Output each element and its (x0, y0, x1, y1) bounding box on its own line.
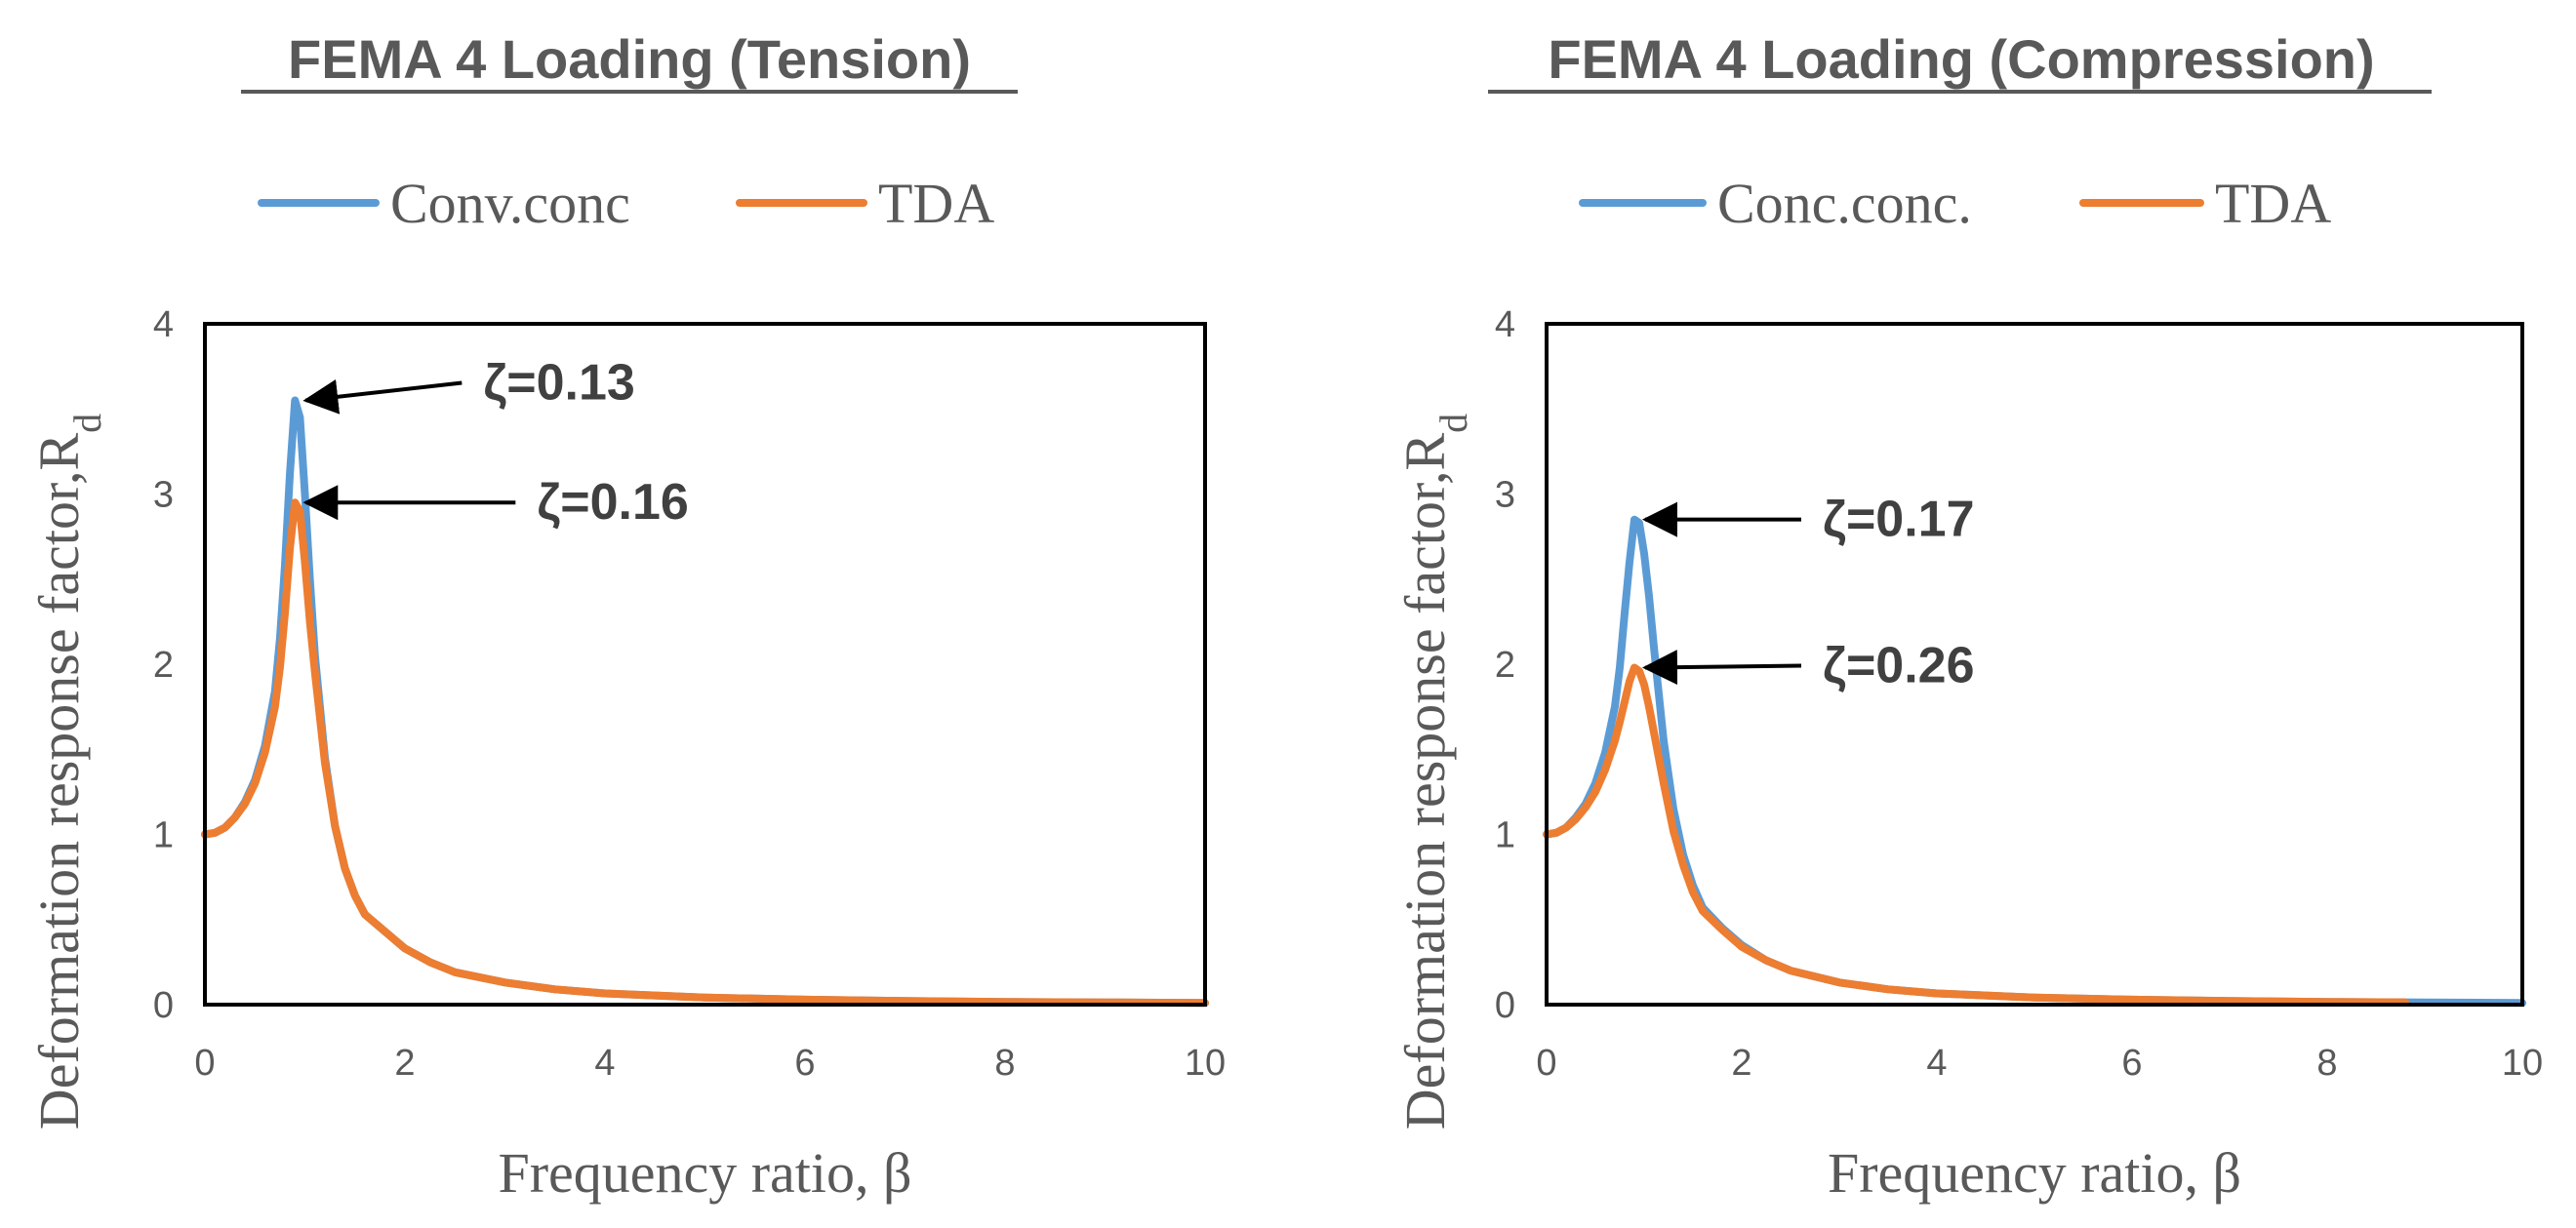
y-tick-label: 2 (153, 645, 174, 686)
x-tick-label: 8 (2316, 1043, 2337, 1084)
damping-annotation: ζ=0.26 (1823, 637, 1975, 693)
plot-frame (1545, 322, 2524, 1007)
series-line (201, 498, 1209, 1008)
legend-label: Conc.conc. (1717, 172, 1972, 235)
y-tick-label: 1 (1495, 815, 1515, 856)
x-axis-label: Frequency ratio, β (1828, 1141, 2241, 1205)
y-tick-label: 2 (1495, 645, 1515, 686)
series-line (1543, 515, 2526, 1008)
y-tick-label: 3 (153, 475, 174, 516)
chart-title: FEMA 4 Loading (Compression) (1548, 28, 2374, 90)
chart-compression: FEMA 4 Loading (Compression) Conc.conc. TD… (1393, 28, 2543, 1205)
legend-label: TDA (2215, 172, 2331, 235)
x-tick-label: 2 (1731, 1043, 1751, 1084)
x-axis-label: Frequency ratio, β (498, 1141, 911, 1205)
x-tick-label: 8 (994, 1043, 1015, 1084)
x-tick-label: 0 (194, 1043, 215, 1084)
y-tick-label: 0 (153, 985, 174, 1026)
chart-tension: FEMA 4 Loading (Tension) Conv.conc TDA 0 1 2 3… (27, 28, 1226, 1205)
x-tick-label: 6 (794, 1043, 815, 1084)
y-tick-label: 4 (153, 304, 174, 345)
x-tick-label: 0 (1536, 1043, 1556, 1084)
y-axis-label: Deformation response factor,Rd (27, 414, 109, 1129)
x-tick-label: 2 (394, 1043, 415, 1084)
x-tick-label: 6 (2121, 1043, 2142, 1084)
legend-label: TDA (878, 172, 994, 235)
damping-annotation: ζ=0.17 (1823, 492, 1975, 548)
x-tick-label: 10 (1185, 1043, 1226, 1084)
x-tick-label: 4 (594, 1043, 615, 1084)
annotation-arrow (302, 378, 463, 415)
y-tick-label: 1 (153, 815, 174, 856)
legend-label: Conv.conc (390, 172, 630, 235)
annotation-arrow (1642, 650, 1802, 686)
damping-annotation: ζ=0.16 (537, 474, 689, 531)
damping-annotation: ζ=0.13 (483, 355, 635, 412)
chart-title: FEMA 4 Loading (Tension) (288, 28, 971, 90)
y-axis-label: Deformation response factor,Rd (1393, 414, 1475, 1129)
series-line (1543, 663, 2409, 1007)
x-tick-label: 4 (1926, 1043, 1947, 1084)
y-tick-label: 0 (1495, 985, 1515, 1026)
y-tick-label: 4 (1495, 304, 1515, 345)
y-tick-label: 3 (1495, 475, 1515, 516)
plot-frame (203, 322, 1207, 1007)
x-tick-label: 10 (2502, 1043, 2543, 1084)
series-line (201, 396, 1209, 1008)
